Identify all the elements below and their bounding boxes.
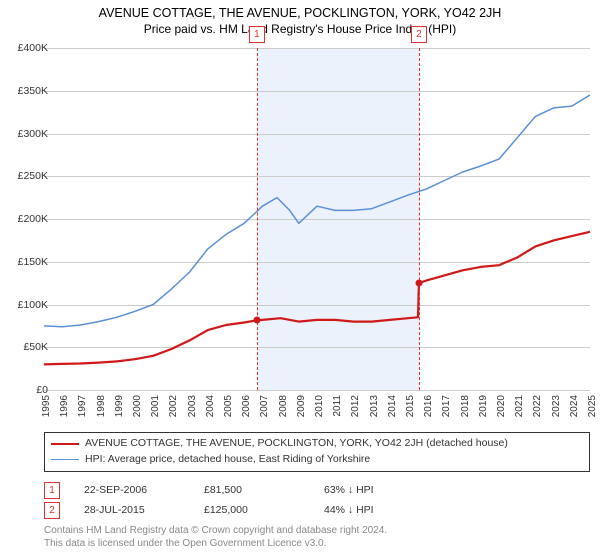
y-tick-label: £300K — [6, 128, 48, 140]
x-tick-label: 2023 — [551, 395, 562, 417]
transaction-table: 1 22-SEP-2006£81,50063% ↓ HPI 2 28-JUL-2015… — [44, 480, 444, 520]
x-tick-label: 1995 — [41, 395, 52, 417]
x-tick-label: 2017 — [441, 395, 452, 417]
data-dot — [253, 317, 260, 324]
x-tick-label: 2022 — [532, 395, 543, 417]
footer-line1: Contains HM Land Registry data © Crown c… — [44, 524, 387, 537]
footer-line2: This data is licensed under the Open Gov… — [44, 537, 387, 550]
transaction-date: 22-SEP-2006 — [84, 484, 204, 496]
y-tick-label: £250K — [6, 170, 48, 182]
chart-container: AVENUE COTTAGE, THE AVENUE, POCKLINGTON,… — [0, 0, 600, 560]
series-line-property — [44, 232, 590, 365]
x-tick-label: 2010 — [314, 395, 325, 417]
x-tick-label: 2004 — [205, 395, 216, 417]
transaction-price: £81,500 — [204, 484, 324, 496]
legend-box: AVENUE COTTAGE, THE AVENUE, POCKLINGTON,… — [44, 432, 590, 472]
x-tick-label: 2025 — [587, 395, 598, 417]
legend-row: AVENUE COTTAGE, THE AVENUE, POCKLINGTON,… — [51, 436, 583, 452]
transaction-pct: 44% ↓ HPI — [324, 504, 444, 516]
transaction-row: 1 22-SEP-2006£81,50063% ↓ HPI — [44, 480, 444, 500]
transaction-row: 2 28-JUL-2015£125,00044% ↓ HPI — [44, 500, 444, 520]
x-tick-label: 2008 — [278, 395, 289, 417]
y-tick-label: £200K — [6, 213, 48, 225]
x-tick-label: 2007 — [259, 395, 270, 417]
x-tick-label: 2014 — [387, 395, 398, 417]
x-tick-label: 1998 — [96, 395, 107, 417]
y-tick-label: £50K — [6, 341, 48, 353]
marker-label: 2 — [411, 26, 427, 43]
x-tick-label: 2000 — [132, 395, 143, 417]
x-tick-label: 2013 — [369, 395, 380, 417]
transaction-price: £125,000 — [204, 504, 324, 516]
marker-line — [257, 48, 258, 390]
x-tick-label: 2016 — [423, 395, 434, 417]
x-tick-label: 2020 — [496, 395, 507, 417]
transaction-date: 28-JUL-2015 — [84, 504, 204, 516]
transaction-pct: 63% ↓ HPI — [324, 484, 444, 496]
series-line-hpi — [44, 95, 590, 327]
x-tick-label: 2012 — [350, 395, 361, 417]
legend-swatch — [51, 443, 79, 445]
legend-label: AVENUE COTTAGE, THE AVENUE, POCKLINGTON,… — [85, 436, 508, 452]
title-sub: Price paid vs. HM Land Registry's House … — [0, 22, 600, 36]
y-tick-label: £400K — [6, 42, 48, 54]
y-tick-label: £350K — [6, 85, 48, 97]
title-block: AVENUE COTTAGE, THE AVENUE, POCKLINGTON,… — [0, 0, 600, 36]
x-tick-label: 1996 — [59, 395, 70, 417]
transaction-index: 2 — [44, 502, 60, 519]
chart-lines — [44, 48, 590, 390]
marker-label: 1 — [249, 26, 265, 43]
y-tick-label: £150K — [6, 256, 48, 268]
legend-label: HPI: Average price, detached house, East… — [85, 452, 370, 468]
x-tick-label: 2003 — [187, 395, 198, 417]
x-tick-label: 2001 — [150, 395, 161, 417]
gridline — [44, 390, 590, 391]
marker-line — [419, 48, 420, 390]
x-tick-label: 2009 — [296, 395, 307, 417]
x-tick-label: 2006 — [241, 395, 252, 417]
x-tick-label: 2019 — [478, 395, 489, 417]
data-dot — [415, 280, 422, 287]
x-tick-label: 2015 — [405, 395, 416, 417]
x-tick-label: 2002 — [168, 395, 179, 417]
legend-swatch — [51, 459, 79, 460]
x-tick-label: 2005 — [223, 395, 234, 417]
transaction-index: 1 — [44, 482, 60, 499]
x-tick-label: 1999 — [114, 395, 125, 417]
legend-row: HPI: Average price, detached house, East… — [51, 452, 583, 468]
y-tick-label: £100K — [6, 299, 48, 311]
x-tick-label: 2021 — [514, 395, 525, 417]
x-tick-label: 2024 — [569, 395, 580, 417]
x-tick-label: 2011 — [332, 395, 343, 417]
x-tick-label: 2018 — [460, 395, 471, 417]
title-main: AVENUE COTTAGE, THE AVENUE, POCKLINGTON,… — [0, 6, 600, 20]
x-tick-label: 1997 — [77, 395, 88, 417]
footer-attribution: Contains HM Land Registry data © Crown c… — [44, 524, 387, 550]
plot-area: 12 — [44, 48, 590, 390]
